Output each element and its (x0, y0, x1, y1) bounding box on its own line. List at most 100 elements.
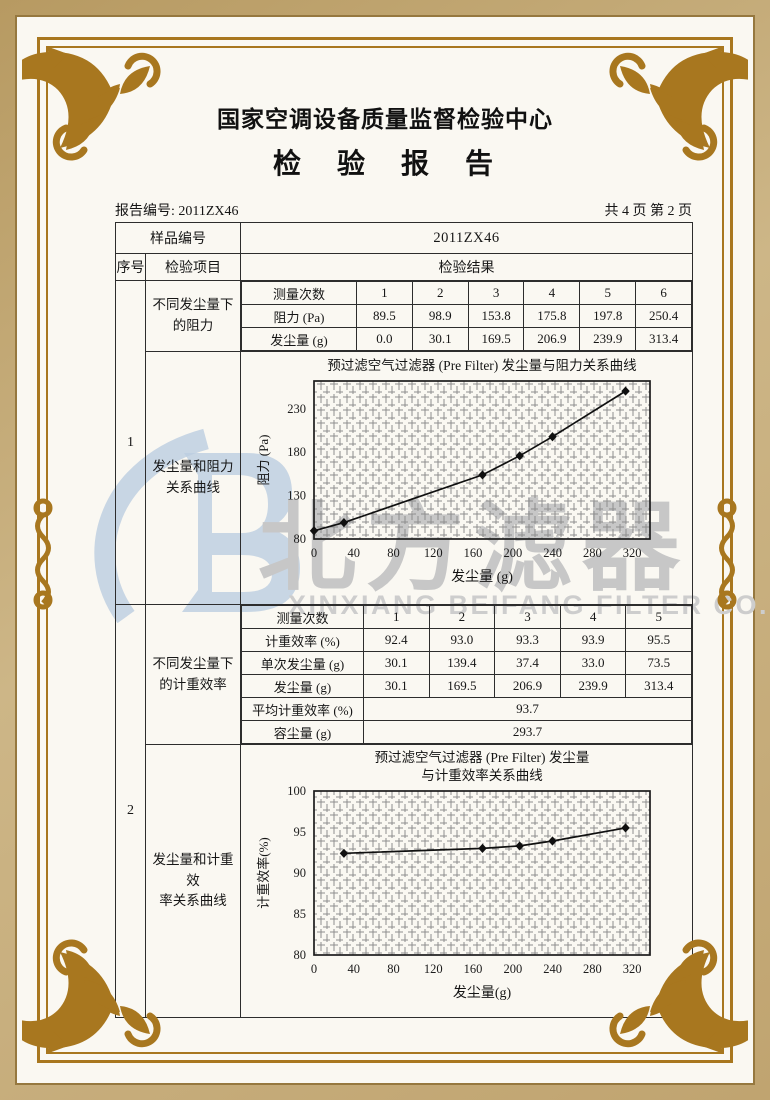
value-cell: 169.5 (467, 327, 525, 351)
value-cell: 3 (494, 605, 561, 629)
svg-text:80: 80 (387, 962, 400, 976)
section1-data-row: 1 不同发尘量下 的阻力 测量次数 1 2 3 4 5 6 阻力 (Pa) 89.5 98.9 15… (115, 280, 693, 605)
value-cell: 239.9 (559, 674, 627, 698)
svg-text:200: 200 (503, 546, 522, 560)
subtable-row: 计重效率 (%) 92.4 93.0 93.3 93.9 95.5 (241, 628, 692, 652)
row-label: 测量次数 (241, 281, 357, 305)
svg-text:80: 80 (293, 532, 306, 546)
section2-item-bottom: 发尘量和计重效 率关系曲线 (145, 744, 241, 1018)
section2-subtable-cell: 测量次数 1 2 3 4 5 计重效率 (%) 92.4 93.0 93.3 93.9 95.5 单次发… (240, 604, 693, 745)
value-cell: 239.9 (579, 327, 637, 351)
svg-text:160: 160 (463, 546, 482, 560)
center-name: 国家空调设备质量监督检验中心 (217, 106, 553, 132)
efficiency-chart: 0 40 80 120 160 200 240 280 320 80 85 90 95 100 预过滤空气过… (256, 750, 651, 1001)
svg-text:240: 240 (543, 962, 562, 976)
subtable-row: 测量次数 1 2 3 4 5 (241, 605, 692, 629)
section2-chart-row: 发尘量和计重效 率关系曲线 0 40 80 120 160 200 240 280 320 80 8… (116, 744, 693, 1018)
row-label: 阻力 (Pa) (241, 304, 357, 328)
svg-text:95: 95 (293, 825, 306, 839)
value-cell: 37.4 (494, 651, 561, 675)
value-cell: 139.4 (428, 651, 496, 675)
svg-text:120: 120 (423, 546, 442, 560)
subtable-row: 单次发尘量 (g) 30.1 139.4 37.4 33.0 73.5 (241, 651, 692, 675)
value-cell: 4 (523, 281, 581, 305)
value-cell: 4 (559, 605, 627, 629)
value-cell: 197.8 (579, 304, 637, 328)
value-cell: 33.0 (559, 651, 627, 675)
subtable-row: 容尘量 (g) 293.7 (241, 720, 692, 744)
svg-text:阻力 (Pa): 阻力 (Pa) (256, 435, 271, 486)
section1-seq: 1 (115, 280, 146, 605)
svg-text:80: 80 (387, 546, 400, 560)
row-label: 容尘量 (g) (241, 720, 364, 744)
svg-text:100: 100 (287, 784, 306, 798)
sample-row: 样品编号 2011ZX46 (115, 222, 693, 254)
value-cell: 2 (428, 605, 496, 629)
svg-text:0: 0 (310, 546, 316, 560)
value-cell: 98.9 (411, 304, 469, 328)
svg-text:120: 120 (423, 962, 442, 976)
value-cell: 73.5 (625, 651, 692, 675)
edge-scroll-icon (717, 498, 737, 610)
svg-text:180: 180 (287, 445, 306, 459)
subtable-row: 发尘量 (g) 0.0 30.1 169.5 206.9 239.9 313.4 (241, 327, 692, 351)
subtable-row: 阻力 (Pa) 89.5 98.9 153.8 175.8 197.8 250.4 (241, 304, 692, 328)
svg-text:预过滤空气过滤器 (Pre Filter) 发尘量与阻力关系: 预过滤空气过滤器 (Pre Filter) 发尘量与阻力关系曲线 (327, 358, 636, 373)
corner-flourish-icon (22, 46, 161, 161)
svg-text:320: 320 (622, 962, 641, 976)
svg-text:280: 280 (582, 546, 601, 560)
sample-no-label: 样品编号 (115, 222, 241, 254)
value-cell: 93.0 (428, 628, 496, 652)
section2-chart-cell: 0 40 80 120 160 200 240 280 320 80 85 90 95 100 预过滤空气过… (240, 744, 693, 1018)
value-cell: 93.3 (494, 628, 561, 652)
value-cell: 5 (579, 281, 637, 305)
subtable-row: 发尘量 (g) 30.1 169.5 206.9 239.9 313.4 (241, 674, 692, 698)
value-cell: 92.4 (363, 628, 430, 652)
sample-no-value: 2011ZX46 (240, 222, 693, 254)
merged-value-cell: 293.7 (363, 720, 692, 744)
value-cell: 30.1 (363, 674, 430, 698)
row-label: 发尘量 (g) (241, 674, 364, 698)
inspection-table: 样品编号 2011ZX46 序号 检验项目 检验结果 1 不同发尘量下 的阻力 … (115, 222, 693, 1018)
section1-item-top: 不同发尘量下 的阻力 (145, 280, 241, 352)
corner-flourish-icon (609, 46, 748, 161)
svg-text:与计重效率关系曲线: 与计重效率关系曲线 (421, 767, 543, 783)
report-number: 报告编号: 2011ZX46 (115, 204, 239, 219)
svg-text:85: 85 (293, 907, 306, 921)
page-indicator: 共 4 页 第 2 页 (604, 204, 693, 219)
value-cell: 6 (635, 281, 692, 305)
svg-text:240: 240 (543, 546, 562, 560)
subtable-row: 测量次数 1 2 3 4 5 6 (241, 281, 692, 305)
value-cell: 93.9 (559, 628, 627, 652)
svg-text:230: 230 (287, 402, 306, 416)
svg-text:发尘量(g): 发尘量(g) (452, 985, 511, 1001)
svg-text:90: 90 (293, 866, 306, 880)
row-label: 计重效率 (%) (241, 628, 364, 652)
corner-flourish-icon (609, 939, 748, 1054)
resistance-chart: 0 40 80 120 160 200 240 280 320 80 130 180 230 预过滤空气过… (256, 358, 651, 585)
value-cell: 95.5 (625, 628, 692, 652)
edge-scroll-icon (33, 498, 53, 610)
value-cell: 3 (467, 281, 525, 305)
svg-text:320: 320 (622, 546, 641, 560)
value-cell: 169.5 (428, 674, 496, 698)
section2-data-row: 2 不同发尘量下 的计重效率 测量次数 1 2 3 4 5 计重效率 (%) 92.4 93.0… (115, 604, 693, 1018)
value-cell: 5 (625, 605, 692, 629)
meta-row: 报告编号: 2011ZX46 共 4 页 第 2 页 (115, 200, 692, 220)
value-cell: 89.5 (356, 304, 413, 328)
value-cell: 30.1 (363, 651, 430, 675)
value-cell: 250.4 (635, 304, 692, 328)
value-cell: 206.9 (523, 327, 581, 351)
value-cell: 313.4 (625, 674, 692, 698)
value-cell: 1 (356, 281, 413, 305)
efficiency-subtable: 测量次数 1 2 3 4 5 计重效率 (%) 92.4 93.0 93.3 93.9 95.5 单次发… (241, 605, 692, 744)
merged-value-cell: 93.7 (363, 697, 692, 721)
svg-text:0: 0 (310, 962, 316, 976)
col-header-result: 检验结果 (240, 253, 693, 281)
svg-text:发尘量 (g): 发尘量 (g) (451, 569, 513, 585)
corner-flourish-icon (22, 939, 161, 1054)
section2-item-top: 不同发尘量下 的计重效率 (145, 604, 241, 745)
section1-item-bottom: 发尘量和阻力 关系曲线 (145, 351, 241, 605)
svg-text:预过滤空气过滤器 (Pre Filter) 发尘量: 预过滤空气过滤器 (Pre Filter) 发尘量 (374, 750, 589, 765)
